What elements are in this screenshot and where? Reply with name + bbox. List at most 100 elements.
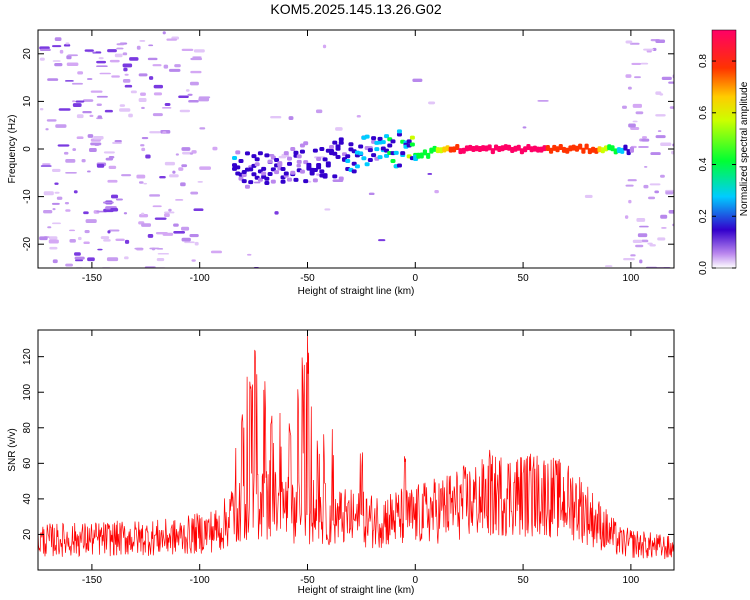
noise-speckle xyxy=(537,99,549,102)
noise-speckle xyxy=(84,49,94,52)
noise-speckle xyxy=(82,99,94,102)
noise-speckle xyxy=(96,103,102,107)
noise-speckle xyxy=(157,252,170,255)
trace-cell xyxy=(277,161,283,166)
trace-cell xyxy=(545,145,550,152)
trace-cell xyxy=(296,159,302,164)
noise-speckle xyxy=(162,107,172,109)
noise-speckle xyxy=(181,164,188,168)
noise-speckle xyxy=(655,135,666,139)
trace-cell xyxy=(332,151,338,156)
trace-cell xyxy=(338,137,344,142)
trace-cell xyxy=(303,179,309,184)
noise-speckle xyxy=(191,150,197,154)
noise-speckle xyxy=(172,170,176,174)
trace-cell xyxy=(516,144,521,151)
trace-cell xyxy=(257,151,263,156)
trace-cell xyxy=(335,154,341,159)
noise-speckle xyxy=(39,236,48,241)
noise-speckle xyxy=(52,168,61,172)
noise-speckle xyxy=(45,128,49,131)
trace-cell xyxy=(299,149,305,154)
noise-speckle xyxy=(628,199,632,204)
noise-speckle xyxy=(189,234,199,238)
noise-speckle xyxy=(668,81,674,84)
trace-cell xyxy=(448,146,453,153)
trace-cell xyxy=(578,143,583,150)
spectrogram-y-tick-label: 20 xyxy=(22,48,33,60)
spectrogram-x-axis: -150 -100 -50 0 50 100 xyxy=(82,30,640,284)
trace-cell xyxy=(338,140,344,145)
trace-cell xyxy=(244,151,250,156)
noise-speckle xyxy=(649,183,661,186)
noise-speckle xyxy=(584,194,593,198)
noise-speckle xyxy=(634,76,641,79)
trace-cell xyxy=(500,145,505,152)
noise-speckle xyxy=(65,209,71,212)
noise-speckle xyxy=(96,163,105,168)
noise-speckle xyxy=(47,226,52,229)
noise-speckle xyxy=(642,136,647,139)
trace-cell xyxy=(232,156,238,161)
trace-cell xyxy=(542,145,547,152)
noise-speckle xyxy=(48,239,59,244)
noise-speckle xyxy=(159,175,166,179)
trace-cell xyxy=(316,157,322,162)
trace-cell xyxy=(303,141,309,146)
trace-cell xyxy=(329,145,335,150)
noise-speckle xyxy=(657,130,662,133)
trace-cell xyxy=(377,136,383,141)
trace-cell xyxy=(377,155,383,160)
trace-cell xyxy=(348,142,354,147)
noise-speckle xyxy=(210,250,222,254)
trace-cell xyxy=(322,157,328,162)
noise-speckle xyxy=(192,56,202,59)
trace-cell xyxy=(481,145,486,152)
trace-cell xyxy=(610,145,615,152)
noise-speckle xyxy=(46,119,57,122)
noise-speckle xyxy=(193,208,204,212)
noise-speckle xyxy=(116,43,125,46)
noise-speckle xyxy=(654,190,659,194)
snr-y-tick-label: 120 xyxy=(22,348,33,365)
trace-cell xyxy=(248,180,254,185)
noise-speckle xyxy=(178,95,189,99)
noise-speckle xyxy=(99,72,111,75)
noise-speckle xyxy=(148,44,154,47)
noise-speckle xyxy=(67,54,78,57)
trace-cell xyxy=(367,148,373,153)
noise-speckle xyxy=(623,257,635,261)
noise-speckle xyxy=(109,59,120,63)
trace-cell xyxy=(270,167,276,172)
noise-speckle xyxy=(75,259,83,262)
trace-cell xyxy=(287,161,293,166)
noise-speckle xyxy=(164,102,171,107)
trace-cell xyxy=(367,157,373,162)
noise-speckle xyxy=(103,151,115,154)
noise-speckle xyxy=(72,100,76,103)
noise-speckle xyxy=(152,113,163,117)
noise-speckle xyxy=(657,237,666,241)
trace-cell xyxy=(581,147,586,154)
trace-cell xyxy=(354,164,360,169)
trace-cell xyxy=(329,149,335,154)
noise-speckle xyxy=(324,208,331,211)
trace-cell xyxy=(274,170,280,175)
noise-speckle xyxy=(52,222,61,225)
noise-speckle xyxy=(87,257,95,262)
noise-speckle xyxy=(378,239,386,242)
noise-speckle xyxy=(52,60,61,62)
noise-speckle xyxy=(625,40,633,44)
trace-cell xyxy=(529,146,534,153)
noise-speckle xyxy=(96,60,107,64)
noise-speckle xyxy=(124,239,130,244)
noise-speckle xyxy=(66,55,72,60)
noise-speckle xyxy=(212,146,218,151)
noise-speckle xyxy=(116,47,124,50)
snr-y-axis: 20 40 60 80 100 120 xyxy=(22,348,674,540)
noise-speckle xyxy=(136,174,146,179)
trace-cell xyxy=(555,146,560,153)
snr-panel: -150 -100 -50 0 50 100 20 40 60 80 100 120 Height … xyxy=(7,329,675,596)
noise-speckle xyxy=(671,150,674,155)
noise-speckle xyxy=(139,213,149,218)
